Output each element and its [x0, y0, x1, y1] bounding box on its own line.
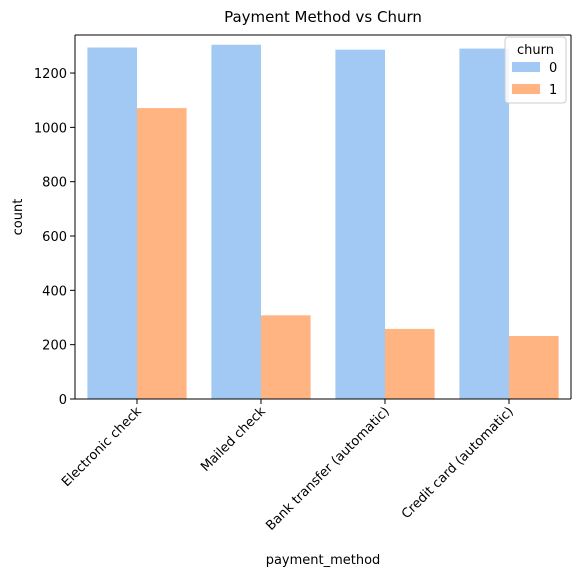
- y-tick-label: 1000: [34, 121, 67, 136]
- legend: churn 0 1: [504, 36, 567, 104]
- bar-series-0-1: [211, 44, 261, 399]
- legend-swatch-1: [512, 84, 540, 94]
- plot-area: 0 200 400 600 800 1000 1200 Electronic check Mai…: [34, 34, 572, 534]
- bar-series-1-2: [385, 328, 435, 399]
- legend-label-1: 1: [549, 83, 557, 98]
- x-tick-label: Bank transfer (automatic): [263, 404, 393, 534]
- x-axis-title: payment_method: [266, 553, 381, 568]
- x-tick-label: Electronic check: [59, 404, 145, 490]
- y-tick-label: 600: [42, 230, 67, 245]
- y-tick-label: 200: [42, 339, 67, 354]
- x-tick-label: Credit card (automatic): [399, 404, 517, 522]
- bar-series-1-3: [509, 335, 559, 399]
- legend-title: churn: [517, 43, 554, 58]
- chart-title: Payment Method vs Churn: [224, 8, 422, 26]
- legend-swatch-0: [512, 62, 540, 72]
- y-tick-label: 1200: [34, 67, 67, 82]
- legend-label-0: 0: [549, 61, 557, 76]
- bar-series-0-0: [87, 47, 137, 399]
- bar-series-1-0: [137, 108, 187, 399]
- y-tick-label: 400: [42, 284, 67, 299]
- y-tick-label: 0: [59, 393, 67, 408]
- bar-series-0-2: [335, 49, 385, 400]
- bar-series-1-1: [261, 315, 311, 399]
- bar-series-0-3: [459, 48, 509, 399]
- y-tick-label: 800: [42, 176, 67, 191]
- x-tick-label: Mailed check: [198, 404, 269, 475]
- y-axis-title: count: [11, 199, 26, 236]
